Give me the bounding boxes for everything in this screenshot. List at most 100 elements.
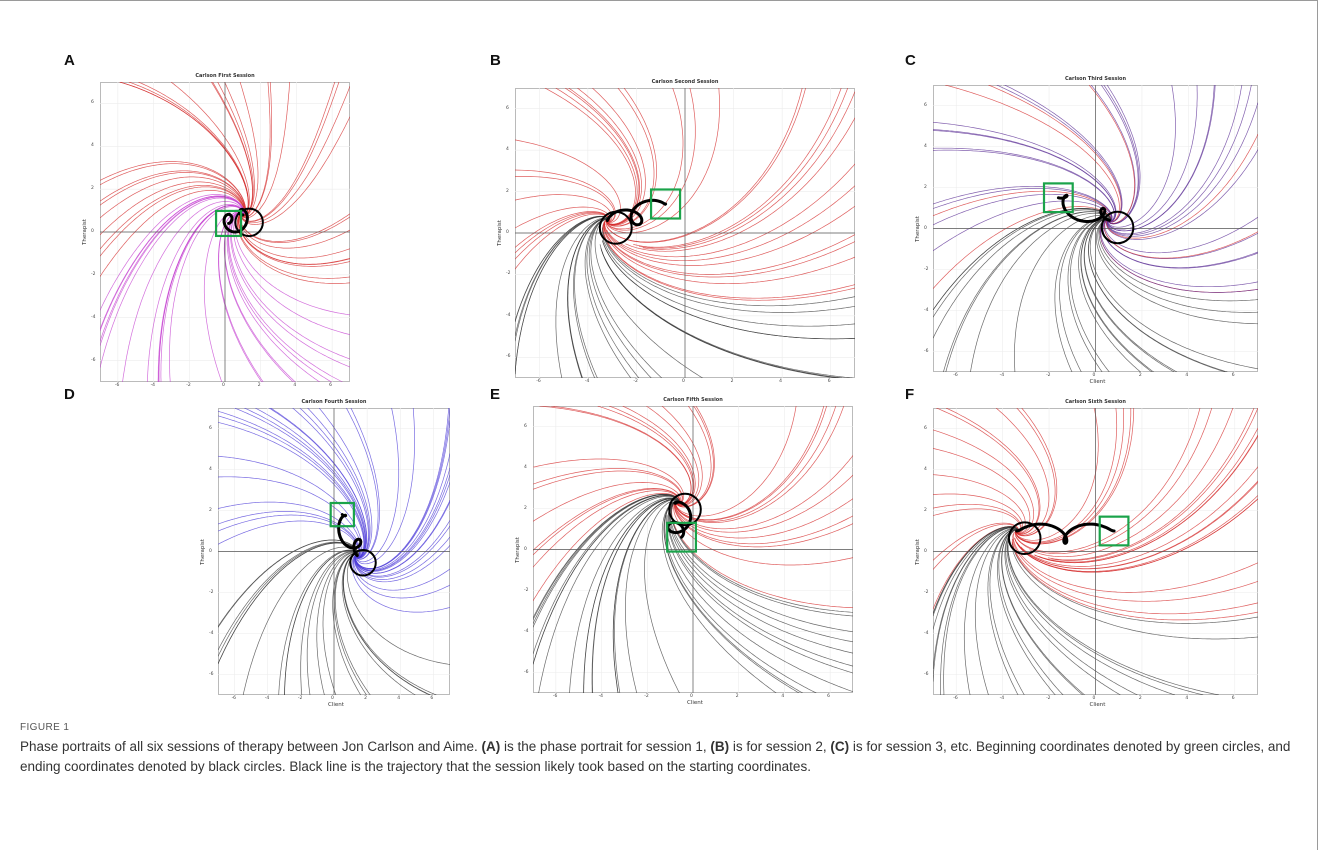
streamline xyxy=(602,240,855,340)
x-tick-label: 6 xyxy=(827,694,831,699)
x-axis-label: Client xyxy=(1089,379,1106,385)
streamline xyxy=(604,185,855,262)
streamline xyxy=(605,88,803,243)
plot-title: Carlson Fifth Session xyxy=(663,397,723,403)
streamline xyxy=(345,408,379,560)
streamline xyxy=(603,220,855,278)
y-tick-label: 6 xyxy=(924,102,927,108)
streamline xyxy=(1014,215,1112,372)
beginning-marker xyxy=(329,501,355,528)
caption-segment: is for session 3, etc. Beginning coordin… xyxy=(20,739,1291,774)
streamline xyxy=(603,219,855,285)
beginning-marker xyxy=(1042,182,1074,214)
streamline xyxy=(241,86,350,224)
streamline xyxy=(224,82,255,217)
streamline xyxy=(998,529,1064,695)
streamline xyxy=(241,82,340,222)
streamline xyxy=(322,552,359,695)
streamline xyxy=(963,528,1019,695)
y-tick-label: -2 xyxy=(91,271,96,277)
streamline xyxy=(675,406,825,521)
streamline xyxy=(160,205,245,382)
beginning-marker xyxy=(666,521,698,553)
streamline xyxy=(306,551,359,695)
streamline xyxy=(608,406,695,506)
streamline xyxy=(933,526,1019,630)
streamline xyxy=(241,82,271,218)
streamline xyxy=(583,497,680,693)
streamline xyxy=(675,406,845,523)
y-tick-label: 4 xyxy=(524,464,527,470)
streamline xyxy=(533,494,680,624)
streamline xyxy=(1006,529,1176,695)
streamline xyxy=(606,163,855,258)
streamline xyxy=(239,213,350,249)
streamline xyxy=(933,493,1023,533)
streamline xyxy=(100,195,245,332)
streamline xyxy=(533,493,680,601)
streamline xyxy=(1102,219,1258,269)
y-tick-label: 0 xyxy=(524,546,527,552)
streamline xyxy=(675,406,837,522)
streamline xyxy=(602,221,855,301)
y-tick-label: -4 xyxy=(924,307,929,313)
session-trajectory xyxy=(337,513,363,558)
streamline xyxy=(354,501,450,574)
ending-circle xyxy=(1100,210,1135,245)
streamline xyxy=(625,499,679,693)
streamline xyxy=(1097,218,1258,313)
y-axis-label: Therapist xyxy=(81,219,88,245)
panel-letter: C xyxy=(905,52,916,69)
phase-portrait-plot xyxy=(933,85,1258,372)
streamline xyxy=(945,85,1120,223)
beginning-marker xyxy=(1098,515,1130,547)
streamline xyxy=(1020,466,1258,567)
y-tick-label: 4 xyxy=(209,466,212,472)
y-tick-label: -4 xyxy=(924,630,929,636)
streamline xyxy=(538,495,680,693)
streamline xyxy=(354,525,450,578)
streamline xyxy=(943,527,1019,695)
y-tick-label: 0 xyxy=(924,548,927,554)
streamline xyxy=(599,244,837,378)
streamline xyxy=(970,212,1112,372)
streamline xyxy=(933,200,1112,252)
streamline xyxy=(355,467,450,571)
y-tick-label: 6 xyxy=(524,423,527,429)
plot-title: Carlson Second Session xyxy=(651,79,719,85)
streamline xyxy=(1067,217,1111,372)
y-tick-label: -2 xyxy=(924,266,929,272)
streamline xyxy=(606,88,684,230)
streamline xyxy=(933,508,1021,533)
streamline xyxy=(278,549,359,695)
figure-caption-block: FIGURE 1 Phase portraits of all six sess… xyxy=(20,722,1310,777)
streamline xyxy=(604,258,853,378)
y-tick-label: 2 xyxy=(924,184,927,190)
streamline xyxy=(238,213,350,267)
streamline xyxy=(515,213,610,270)
y-tick-label: 0 xyxy=(506,230,509,235)
streamline xyxy=(515,206,611,229)
streamline xyxy=(316,552,359,695)
streamline xyxy=(605,88,720,234)
ending-circle xyxy=(349,549,377,577)
streamline xyxy=(933,522,1020,561)
y-tick-label: 2 xyxy=(524,505,527,511)
streamline xyxy=(270,408,368,559)
y-tick-label: -2 xyxy=(209,589,214,595)
x-tick-label: 0 xyxy=(1092,373,1096,378)
figure-caption: Phase portraits of all six sessions of t… xyxy=(20,737,1310,777)
streamline xyxy=(586,218,640,378)
figure-label: FIGURE 1 xyxy=(20,722,70,733)
x-tick-label: -2 xyxy=(186,383,191,388)
streamline xyxy=(574,218,610,378)
phase-portrait-plot xyxy=(933,408,1258,695)
streamline xyxy=(936,408,1040,535)
streamline xyxy=(1089,218,1258,370)
streamline xyxy=(218,410,365,558)
x-tick-label: -2 xyxy=(1046,373,1051,378)
streamline xyxy=(533,470,683,504)
streamline xyxy=(354,482,450,572)
x-tick-label: 2 xyxy=(1138,373,1142,378)
streamline xyxy=(1104,216,1258,254)
